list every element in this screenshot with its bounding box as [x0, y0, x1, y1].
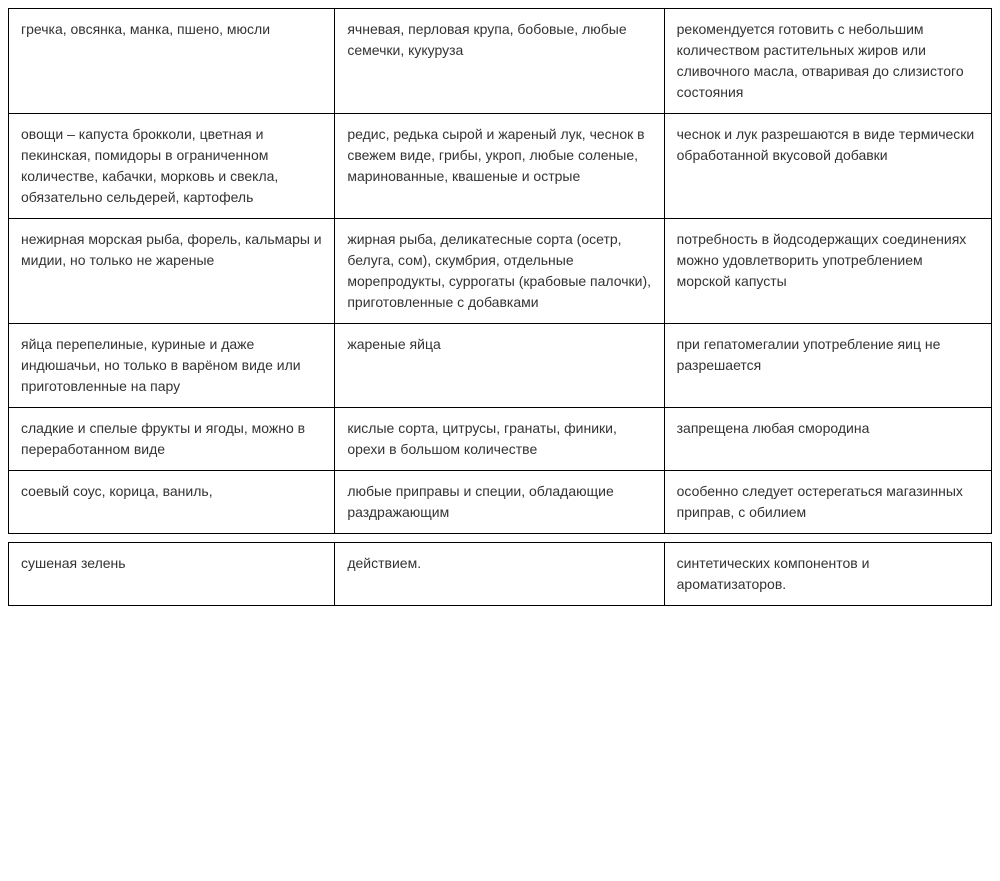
table-row: овощи – капуста брокколи, цветная и пеки…	[9, 114, 992, 219]
cell-allowed: нежирная морская рыба, форель, кальмары …	[9, 219, 335, 324]
cell-notes: чеснок и лук разрешаются в виде термичес…	[664, 114, 991, 219]
main-diet-table-wrapper: гречка, овсянка, манка, пшено, мюсли ячн…	[8, 8, 992, 534]
cell-allowed: сушеная зелень	[9, 543, 335, 606]
table-row: гречка, овсянка, манка, пшено, мюсли ячн…	[9, 9, 992, 114]
cell-allowed: сладкие и спелые фрукты и ягоды, можно в…	[9, 408, 335, 471]
cell-allowed: овощи – капуста брокколи, цветная и пеки…	[9, 114, 335, 219]
cell-notes: запрещена любая смородина	[664, 408, 991, 471]
continuation-table: сушеная зелень действием. синтетических …	[8, 542, 992, 606]
main-diet-table: гречка, овсянка, манка, пшено, мюсли ячн…	[8, 8, 992, 534]
cell-notes: особенно следует остерегаться магазинных…	[664, 471, 991, 534]
cell-notes: рекомендуется готовить с небольшим колич…	[664, 9, 991, 114]
cell-forbidden: редис, редька сырой и жареный лук, чесно…	[335, 114, 664, 219]
cell-forbidden: жирная рыба, деликатесные сорта (осетр, …	[335, 219, 664, 324]
table-row: нежирная морская рыба, форель, кальмары …	[9, 219, 992, 324]
table-row: соевый соус, корица, ваниль, любые припр…	[9, 471, 992, 534]
cell-forbidden: кислые сорта, цитрусы, гранаты, финики, …	[335, 408, 664, 471]
cell-notes: синтетических компонентов и ароматизатор…	[664, 543, 991, 606]
cell-allowed: гречка, овсянка, манка, пшено, мюсли	[9, 9, 335, 114]
cell-allowed: соевый соус, корица, ваниль,	[9, 471, 335, 534]
continuation-table-wrapper: сушеная зелень действием. синтетических …	[8, 542, 992, 606]
cell-notes: при гепатомегалии употребление яиц не ра…	[664, 324, 991, 408]
cell-allowed: яйца перепелиные, куриные и даже индюшач…	[9, 324, 335, 408]
cell-forbidden: любые приправы и специи, обладающие разд…	[335, 471, 664, 534]
table-row: яйца перепелиные, куриные и даже индюшач…	[9, 324, 992, 408]
cell-forbidden: ячневая, перловая крупа, бобовые, любые …	[335, 9, 664, 114]
table-row: сладкие и спелые фрукты и ягоды, можно в…	[9, 408, 992, 471]
cell-notes: потребность в йодсодержащих соединениях …	[664, 219, 991, 324]
table-row: сушеная зелень действием. синтетических …	[9, 543, 992, 606]
cell-forbidden: действием.	[335, 543, 664, 606]
cell-forbidden: жареные яйца	[335, 324, 664, 408]
